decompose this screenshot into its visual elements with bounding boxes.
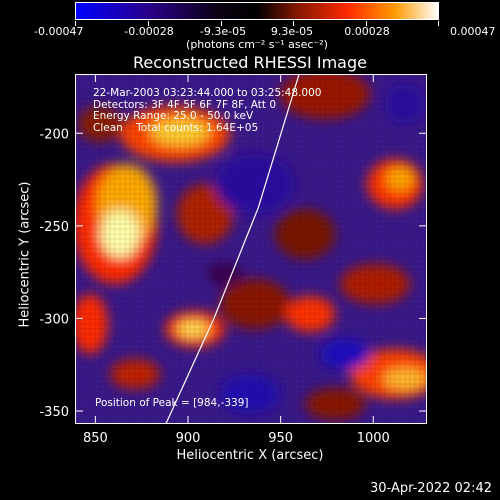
annotation-detectors: Detectors: 3F 4F 5F 6F 7F 8F, Att 0	[93, 99, 277, 111]
colorbar-tick-label: 0.00047	[450, 25, 496, 38]
colorbar-tick-label: -0.00028	[124, 25, 174, 38]
colorbar-tick-label: 0.00028	[344, 25, 390, 38]
chart-title: Reconstructed RHESSI Image	[133, 53, 367, 72]
y-tick-label: -300	[39, 312, 69, 327]
annotation-energy-range: Energy Range: 25.0 - 50.0 keV	[93, 110, 254, 122]
colorbar-tick	[293, 21, 294, 26]
axes: 850 900 950 1000 -350 -300 -250 -200	[39, 74, 427, 446]
annotation-counts: Clean Total counts: 1.64E+05	[93, 122, 259, 134]
colorbar-tick	[366, 21, 367, 26]
solar-limb-line	[165, 74, 300, 424]
y-tick-label: -200	[39, 127, 69, 142]
colorbar-tick	[221, 21, 222, 26]
x-tick-label: 1000	[357, 431, 390, 446]
colorbar-tick	[75, 21, 76, 26]
y-tick-label: -250	[39, 220, 69, 235]
footer-timestamp: 30-Apr-2022 02:42	[370, 481, 492, 496]
colorbar-tick-label: 9.3e-05	[270, 25, 314, 38]
x-tick-label: 950	[268, 431, 293, 446]
colorbar-units: (photons cm⁻² s⁻¹ asec⁻²)	[186, 38, 328, 51]
colorbar-tick-label: -9.3e-05	[199, 25, 247, 38]
x-axis-label: Heliocentric X (arcsec)	[176, 448, 324, 463]
annotation-time-range: 22-Mar-2003 03:23:44.000 to 03:25:48.000	[93, 87, 322, 99]
pixel-grid-overlay	[75, 74, 427, 424]
peak-position-label: Position of Peak = [984,-339]	[95, 397, 249, 409]
colorbar	[75, 2, 439, 20]
colorbar-tick-label: -0.00047	[34, 25, 84, 38]
colorbar-tick	[438, 21, 439, 26]
x-tick-label: 850	[83, 431, 108, 446]
x-tick-label: 900	[176, 431, 201, 446]
plot-frame	[75, 74, 427, 424]
y-tick-label: -350	[39, 405, 69, 420]
heatmap-plot: 850 900 950 1000 -350 -300 -250 -200	[39, 74, 427, 446]
colorbar-tick	[148, 21, 149, 26]
y-axis-label: Heliocentric Y (arcsec)	[17, 181, 33, 328]
